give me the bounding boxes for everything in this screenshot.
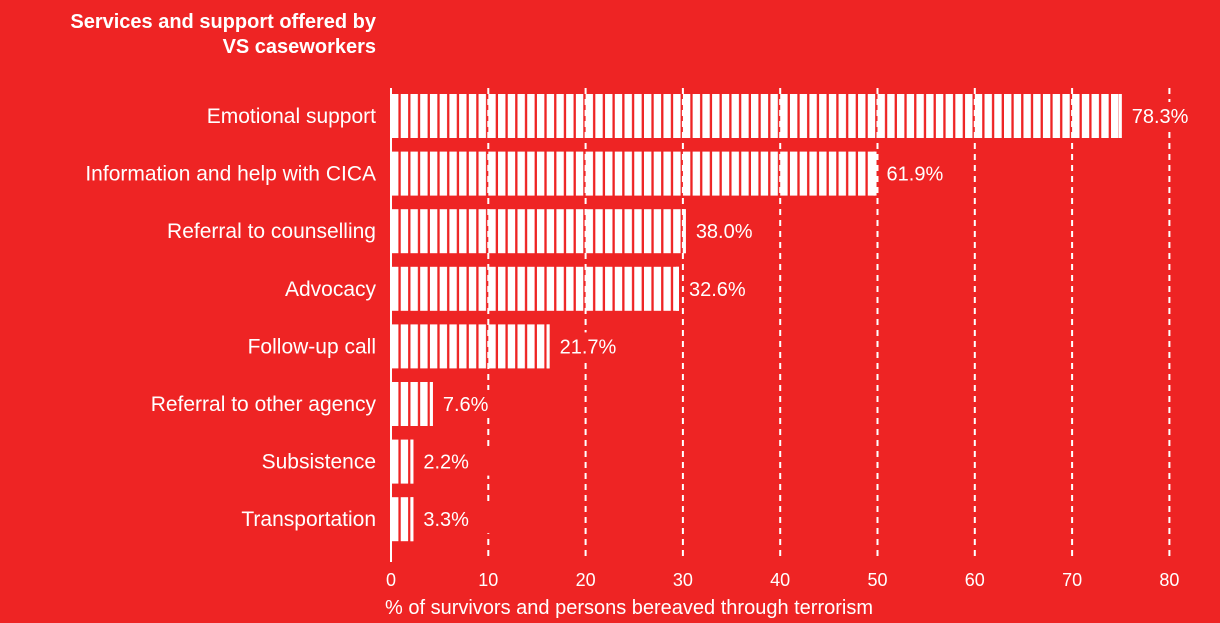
x-tick-label: 70 [1062,570,1082,590]
value-label-bg [556,332,633,361]
bar [392,94,1122,138]
bar [392,151,877,196]
category-label: Referral to counselling [167,220,376,243]
chart-title-line-1: Services and support offered by [70,11,376,33]
bar-end [1118,94,1122,138]
bar [392,324,550,369]
bar [392,497,414,542]
value-label-bg [420,505,497,534]
bar [392,382,433,426]
category-label: Subsistence [262,451,376,474]
value-label-bg [1128,102,1205,130]
x-tick-label: 20 [576,570,596,590]
category-label: Transportation [241,508,376,531]
value-label-bg [686,274,763,303]
value-label: 3.3% [423,509,469,531]
bar-end [429,382,433,426]
bar-end [682,209,686,254]
x-tick-label: 50 [867,570,887,590]
category-label: Referral to other agency [151,393,377,416]
x-tick-label: 30 [673,570,693,590]
bar-end [873,151,877,196]
category-label: Emotional support [207,105,376,128]
x-tick-label: 40 [770,570,790,590]
chart-title-line-2: VS caseworkers [222,36,376,58]
bar [392,439,414,484]
category-label: Information and help with CICA [85,163,376,186]
bar-end [410,439,414,484]
value-label: 2.2% [423,452,469,474]
value-label: 78.3% [1132,106,1189,128]
bar [392,209,686,254]
value-label: 7.6% [443,394,489,416]
x-axis-title: % of survivors and persons bereaved thro… [385,597,873,619]
bar-end [546,324,550,369]
bar-end [410,497,414,542]
value-label-bg [883,159,960,188]
bar [392,266,680,311]
value-label: 32.6% [689,279,746,301]
x-tick-label: 10 [478,570,498,590]
value-label: 21.7% [560,336,617,358]
value-label-bg [692,217,769,246]
x-tick-label: 0 [386,570,396,590]
value-label-bg [420,447,497,476]
value-label-bg [439,390,516,418]
value-label: 38.0% [696,221,753,243]
x-tick-label: 60 [965,570,985,590]
value-label: 61.9% [887,164,944,186]
category-label: Advocacy [285,278,377,301]
category-label: Follow-up call [248,335,376,358]
x-tick-label: 80 [1159,570,1179,590]
bar-end [676,266,680,311]
chart-title: Services and support offered by VS casew… [8,10,376,60]
